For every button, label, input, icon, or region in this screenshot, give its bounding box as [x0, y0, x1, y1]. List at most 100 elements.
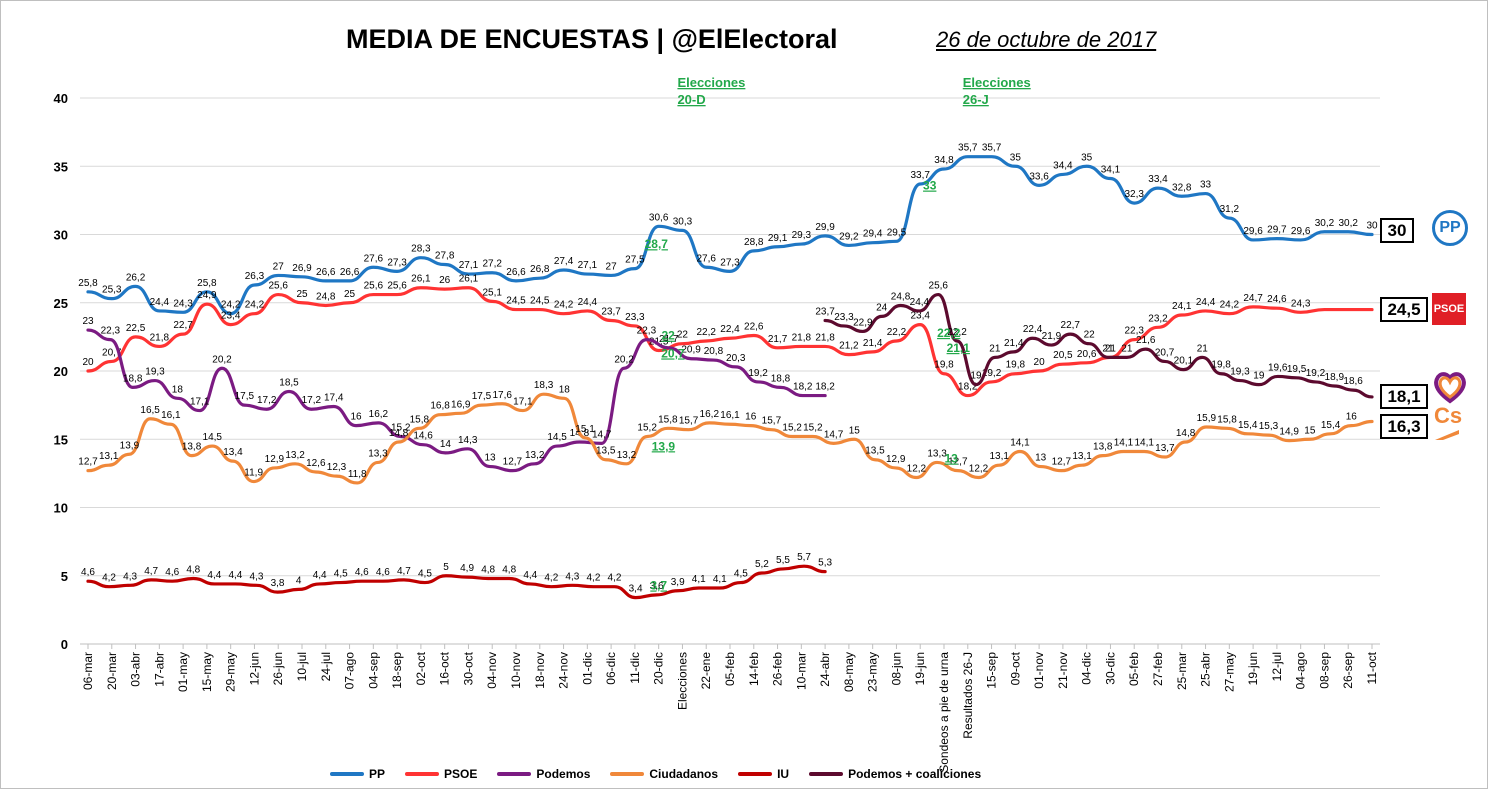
data-label: 30,6 — [649, 212, 669, 223]
data-label: 18,5 — [279, 377, 299, 388]
data-label: 22,4 — [720, 324, 740, 335]
data-label: 25 — [344, 289, 356, 300]
data-label: 15,4 — [1238, 420, 1258, 431]
data-label: 19,2 — [1306, 368, 1326, 379]
data-label: 24,8 — [891, 291, 911, 302]
data-label: 15,2 — [803, 423, 823, 434]
data-label: 16,9 — [451, 399, 471, 410]
x-tick-label: 09-oct — [1008, 651, 1022, 685]
data-label: 19,3 — [1230, 367, 1250, 378]
data-label: 20,2 — [614, 354, 634, 365]
data-label: 22 — [1084, 330, 1096, 341]
x-tick-label: 11-oct — [1365, 651, 1379, 684]
data-label: 25,8 — [197, 278, 217, 289]
data-label: 18,2 — [958, 382, 978, 393]
cs-current-value: 16,3 — [1380, 414, 1428, 439]
data-label: 13,5 — [596, 446, 616, 457]
data-label: 4,8 — [481, 564, 495, 575]
data-label: 18,8 — [123, 373, 143, 384]
data-label: 13,2 — [285, 450, 305, 461]
data-label: 14 — [440, 439, 452, 450]
data-label: 14,8 — [389, 428, 409, 439]
data-label: 15,2 — [637, 423, 657, 434]
x-tick-label: 26-sep — [1341, 652, 1355, 689]
data-label: 21 — [1197, 343, 1209, 354]
data-label: 15,7 — [679, 416, 699, 427]
x-tick-label: 12-jun — [247, 652, 261, 685]
data-label: 33,4 — [1148, 174, 1168, 185]
data-label: 30,2 — [1338, 218, 1358, 229]
y-tick-label: 5 — [61, 569, 68, 584]
data-label: 21 — [1121, 343, 1133, 354]
data-label: 22,2 — [887, 327, 907, 338]
data-label: 24,9 — [197, 290, 217, 301]
data-label: 13,2 — [617, 450, 637, 461]
x-tick-label: 26-feb — [771, 652, 785, 686]
x-tick-label: 24-jul — [319, 652, 333, 681]
psoe-logo-icon: PSOE — [1432, 293, 1466, 325]
data-label: 4,7 — [397, 566, 411, 577]
data-label: 16 — [1346, 412, 1358, 423]
data-label: 13,8 — [1093, 442, 1113, 453]
election-annotation: Elecciones — [963, 75, 1031, 90]
data-label: 4,4 — [313, 570, 327, 581]
data-label: 20,9 — [681, 345, 701, 356]
election-result-label: 13 — [944, 452, 958, 466]
data-label: 13,2 — [525, 450, 545, 461]
data-label: 27,8 — [435, 251, 455, 262]
data-label: 16,2 — [700, 409, 720, 420]
data-label: 26,6 — [506, 267, 526, 278]
data-label: 32,3 — [1124, 189, 1144, 200]
x-tick-label: 10-nov — [509, 652, 523, 689]
data-label: 13,3 — [368, 448, 388, 459]
data-label: 22,5 — [126, 323, 146, 334]
x-tick-label: 08-may — [842, 652, 856, 692]
data-label: 22,2 — [696, 327, 716, 338]
x-tick-label: 05-feb — [1127, 652, 1141, 686]
data-label: 19,8 — [934, 360, 954, 371]
election-result-label: 13,9 — [652, 439, 676, 453]
data-label: 20 — [82, 357, 94, 368]
y-tick-label: 25 — [54, 296, 68, 311]
data-label: 17,2 — [302, 395, 322, 406]
data-label: 12,9 — [886, 454, 906, 465]
data-label: 22 — [677, 330, 689, 341]
data-label: 20,3 — [726, 353, 746, 364]
data-label: 12,7 — [948, 457, 968, 468]
data-label: 21,8 — [815, 332, 835, 343]
data-label: 24,1 — [1172, 301, 1192, 312]
election-result-label: 20,7 — [661, 346, 685, 360]
data-label: 26,8 — [530, 264, 550, 275]
x-tick-label: 30-dic — [1103, 652, 1117, 685]
data-label: 12,7 — [503, 457, 523, 468]
x-tick-label: 03-abr — [129, 652, 143, 687]
legend-label: Ciudadanos — [649, 767, 719, 781]
x-tick-label: 01-dic — [580, 652, 594, 685]
data-label: 5,3 — [818, 558, 832, 569]
legend-item: IU — [738, 765, 789, 783]
data-label: 4,2 — [586, 573, 600, 584]
data-label: 3,8 — [271, 578, 285, 589]
data-label: 12,3 — [327, 462, 347, 473]
x-tick-label: 20-mar — [105, 652, 119, 690]
data-label: 22,3 — [1124, 326, 1144, 337]
x-tick-label: 24-abr — [818, 652, 832, 687]
data-label: 27,1 — [459, 260, 479, 271]
x-tick-label: 06-dic — [604, 652, 618, 685]
data-label: 11,9 — [244, 468, 263, 479]
legend-swatch — [809, 772, 844, 776]
data-label: 20,6 — [1077, 349, 1097, 360]
data-label: 12,7 — [78, 457, 98, 468]
data-label: 21,6 — [1136, 335, 1156, 346]
data-label: 19 — [1253, 371, 1265, 382]
data-label: 25,1 — [482, 287, 502, 298]
data-label: 28,3 — [411, 244, 431, 255]
x-tick-label: 24-nov — [557, 652, 571, 689]
election-result-label: 22 — [661, 329, 675, 343]
data-label: 21,2 — [839, 341, 859, 352]
x-tick-label: Elecciones — [675, 652, 689, 710]
data-label: 4,1 — [692, 574, 706, 585]
election-result-label: 28,7 — [645, 237, 669, 251]
data-label: 12,9 — [265, 454, 285, 465]
chart-legend: PP PSOE Podemos Ciudadanos IU Podemos + coali… — [330, 765, 981, 783]
